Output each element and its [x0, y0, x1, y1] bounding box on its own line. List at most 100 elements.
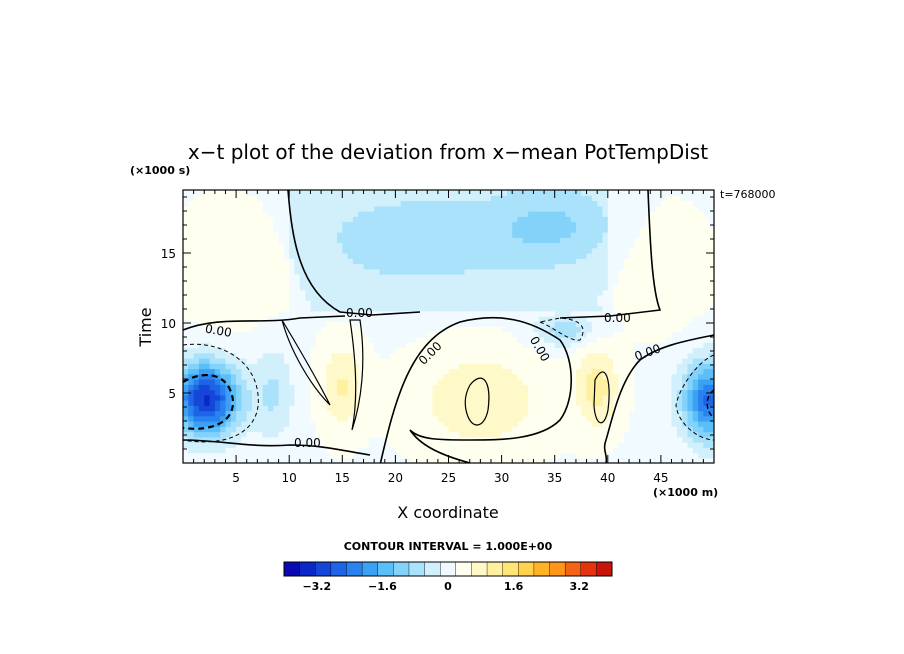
heatmap-cell [618, 384, 625, 391]
heatmap-cell [347, 295, 354, 301]
heatmap-cell [682, 211, 689, 217]
heatmap-cell [623, 305, 630, 312]
heatmap-cell [421, 268, 428, 275]
heatmap-cell [209, 195, 216, 202]
heatmap-cell [416, 242, 423, 249]
heatmap-cell [485, 352, 492, 359]
heatmap-cell [257, 347, 264, 354]
heatmap-cell [230, 247, 237, 254]
heatmap-cell [666, 426, 673, 433]
heatmap-cell [432, 205, 439, 212]
heatmap-cell [586, 190, 593, 196]
heatmap-cell [597, 190, 604, 196]
heatmap-cell [188, 410, 195, 417]
heatmap-cell [310, 253, 317, 259]
heatmap-cell [544, 431, 550, 438]
heatmap-cell [299, 379, 306, 385]
heatmap-cell [597, 379, 604, 385]
heatmap-cell [395, 405, 402, 412]
heatmap-cell [315, 405, 322, 412]
heatmap-cell [469, 195, 476, 202]
heatmap-cell [188, 247, 195, 254]
heatmap-cell [448, 389, 455, 396]
heatmap-cell [406, 410, 412, 417]
heatmap-cell [390, 373, 396, 380]
heatmap-cell [459, 221, 466, 228]
heatmap-cell [485, 331, 492, 338]
heatmap-cell [490, 368, 497, 375]
heatmap-cell [459, 373, 466, 380]
heatmap-cell [214, 394, 221, 401]
heatmap-cell [267, 258, 274, 265]
heatmap-cell [406, 431, 412, 438]
heatmap-cell [629, 347, 635, 354]
heatmap-cell [379, 337, 386, 343]
heatmap-cell [634, 331, 641, 338]
heatmap-cell [618, 305, 625, 312]
heatmap-cell [331, 268, 338, 275]
heatmap-cell [687, 368, 694, 375]
heatmap-cell [618, 368, 625, 375]
heatmap-cell [655, 211, 662, 217]
heatmap-cell [544, 237, 550, 244]
heatmap-cell [267, 200, 274, 207]
heatmap-cell [352, 421, 359, 427]
heatmap-cell [252, 232, 258, 238]
heatmap-cell [623, 352, 630, 359]
heatmap-cell [469, 205, 476, 212]
heatmap-cell [198, 205, 205, 212]
heatmap-cell [326, 431, 333, 438]
heatmap-cell [220, 305, 227, 312]
heatmap-cell [512, 253, 519, 259]
heatmap-cell [246, 452, 253, 459]
heatmap-cell [655, 400, 662, 406]
heatmap-cell [554, 190, 561, 196]
heatmap-cell [671, 316, 678, 322]
heatmap-cell [469, 384, 476, 391]
heatmap-cell [374, 226, 381, 233]
heatmap-cell [676, 394, 683, 401]
heatmap-cell [432, 426, 439, 433]
heatmap-cell [538, 274, 545, 280]
heatmap-cell [533, 211, 540, 217]
heatmap-cell [549, 316, 556, 322]
heatmap-cell [506, 452, 513, 459]
heatmap-cell [528, 436, 535, 443]
heatmap-cell [570, 268, 577, 275]
heatmap-cell [225, 195, 232, 202]
heatmap-cell [183, 211, 189, 217]
heatmap-cell [629, 342, 635, 349]
heatmap-cell [666, 379, 673, 385]
heatmap-cell [443, 274, 450, 280]
heatmap-cell [655, 457, 662, 463]
heatmap-cell [310, 331, 317, 338]
heatmap-cell [496, 447, 503, 454]
heatmap-cell [533, 452, 540, 459]
heatmap-cell [655, 352, 662, 359]
heatmap-cell [512, 200, 519, 207]
heatmap-cell [443, 205, 450, 212]
heatmap-cell [660, 284, 667, 291]
heatmap-cell [506, 295, 513, 301]
heatmap-cell [623, 300, 630, 307]
heatmap-cell [469, 253, 476, 259]
heatmap-cell [639, 321, 646, 328]
heatmap-cell [613, 442, 620, 448]
heatmap-cell [512, 258, 519, 265]
heatmap-cell [618, 284, 625, 291]
heatmap-cell [368, 352, 375, 359]
heatmap-cell [252, 342, 258, 349]
heatmap-cell [209, 337, 216, 343]
heatmap-cell [241, 242, 248, 249]
heatmap-cell [427, 431, 434, 438]
heatmap-cell [198, 279, 205, 286]
heatmap-cell [639, 442, 646, 448]
heatmap-cell [565, 190, 572, 196]
heatmap-cell [629, 457, 635, 463]
heatmap-cell [267, 310, 274, 317]
heatmap-cell [475, 195, 481, 202]
heatmap-cell [666, 289, 673, 296]
heatmap-cell [246, 373, 253, 380]
heatmap-cell [321, 247, 327, 254]
heatmap-cell [586, 379, 593, 385]
